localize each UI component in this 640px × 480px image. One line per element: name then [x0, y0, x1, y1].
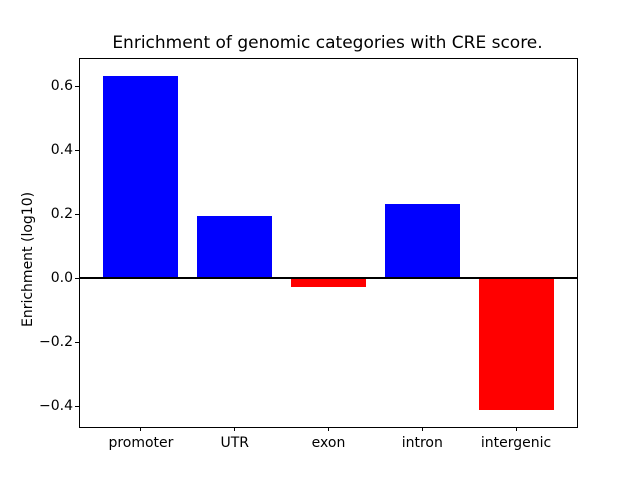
- y-tick-label: −0.4: [39, 398, 73, 415]
- bar-promoter: [103, 75, 179, 279]
- x-tick-label-intergenic: intergenic: [480, 435, 552, 451]
- bar-intron: [384, 203, 460, 279]
- y-tick-mark: [75, 85, 79, 87]
- bar-intergenic: [478, 278, 554, 411]
- y-tick-mark: [75, 149, 79, 151]
- bar-exon: [290, 278, 366, 287]
- chart-title: Enrichment of genomic categories with CR…: [112, 33, 543, 53]
- x-tick-label-promoter: promoter: [108, 435, 174, 451]
- zero-line: [80, 277, 577, 280]
- x-tick-mark: [140, 427, 142, 431]
- y-tick-label: 0.0: [50, 270, 73, 287]
- x-tick-mark: [421, 427, 423, 431]
- x-tick-label-UTR: UTR: [220, 435, 249, 451]
- y-tick-mark: [75, 405, 79, 407]
- y-tick-label: 0.6: [50, 78, 73, 95]
- y-tick-label: 0.2: [50, 206, 73, 223]
- y-tick-mark: [75, 277, 79, 279]
- y-tick-label: −0.2: [39, 334, 73, 351]
- bar-UTR: [197, 215, 273, 279]
- y-tick-label: 0.4: [50, 142, 73, 159]
- y-tick-mark: [75, 341, 79, 343]
- y-tick-mark: [75, 213, 79, 215]
- x-tick-mark: [515, 427, 517, 431]
- x-tick-mark: [234, 427, 236, 431]
- x-tick-label-exon: exon: [311, 435, 346, 451]
- x-tick-mark: [328, 427, 329, 431]
- x-tick-label-intron: intron: [401, 435, 443, 451]
- plot-area: 0.6 0.4 0.2 0.0 −0.2 −0.4 promoter UTR exon intro…: [39, 58, 578, 451]
